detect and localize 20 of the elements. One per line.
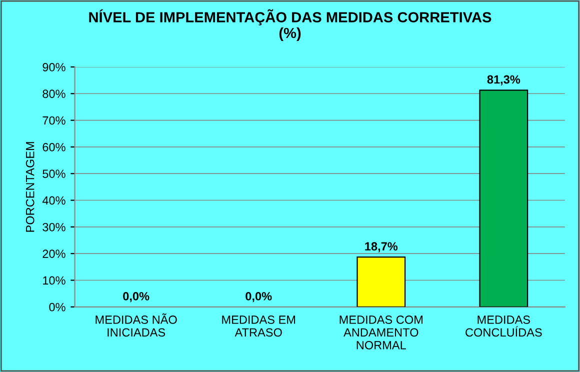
y-tick-label: 20% — [42, 250, 66, 258]
y-tick-label: 90% — [42, 62, 66, 72]
x-tick-label: MEDIDAS NÃO INICIADAS — [96, 313, 177, 337]
x-tick-label: MEDIDAS COM ANDAMENTO NORMAL — [340, 316, 422, 350]
x-tick-label: MEDIDAS EM ATRASO — [222, 316, 296, 337]
data-label: 81,3% — [487, 75, 520, 86]
data-label: 0,0% — [246, 292, 272, 302]
data-label: 18,7% — [365, 242, 398, 252]
y-tick-label: 80% — [42, 90, 66, 98]
y-axis-title: PORCENTAGEM — [26, 142, 34, 232]
y-tick-label: 50% — [42, 170, 66, 178]
y-tick-label: 30% — [42, 222, 66, 232]
y-tick-label: 60% — [42, 142, 66, 152]
x-tick-label: MEDIDAS CONCLUÍDAS — [466, 316, 542, 337]
y-tick-label: 0% — [49, 302, 66, 312]
y-tick-label: 70% — [42, 116, 66, 125]
chart-title: NÍVEL DE IMPLEMENTAÇÃO DAS MEDIDAS CORRETIVAS (%) — [89, 9, 492, 42]
y-tick-label: 10% — [43, 276, 66, 285]
data-label: 0,0% — [123, 292, 150, 302]
y-tick-label: 40% — [42, 196, 66, 205]
